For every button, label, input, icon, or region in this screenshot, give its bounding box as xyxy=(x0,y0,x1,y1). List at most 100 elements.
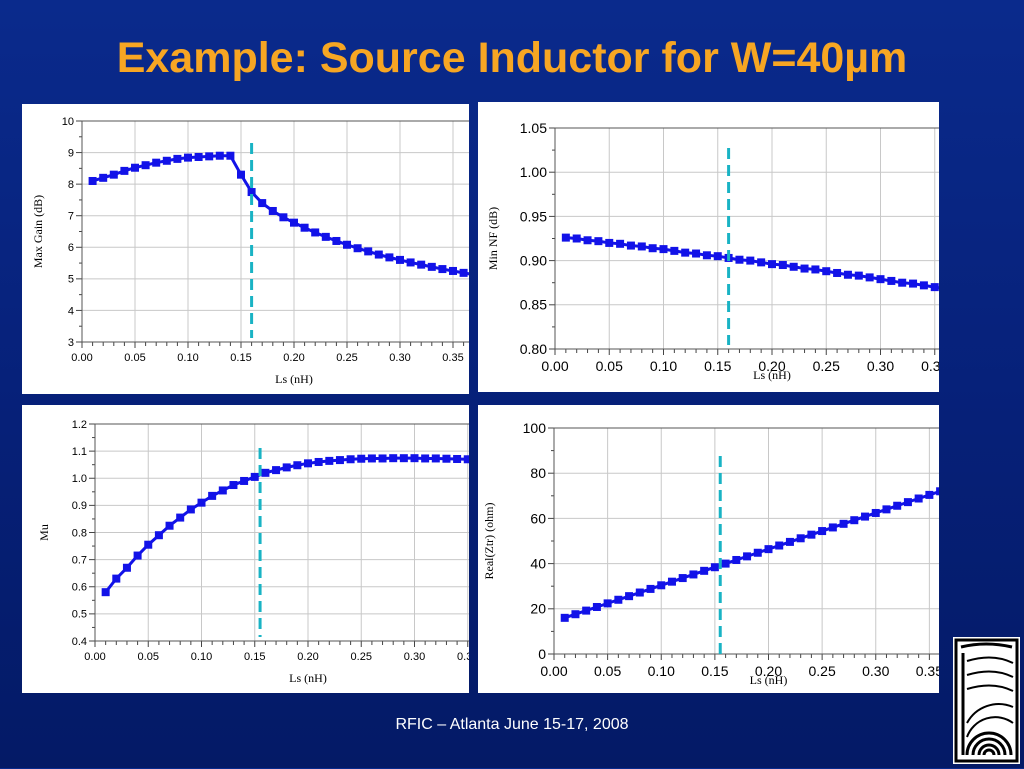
data-point xyxy=(689,570,698,579)
data-point xyxy=(385,253,394,262)
x-tick-label: 0.05 xyxy=(138,651,159,663)
slide-title: Example: Source Inductor for W=40µm xyxy=(116,34,908,82)
data-point xyxy=(406,258,415,267)
data-point xyxy=(378,454,387,463)
y-tick-label: 0.90 xyxy=(520,253,547,269)
data-point xyxy=(800,264,809,273)
data-point xyxy=(936,487,939,496)
data-point xyxy=(346,455,355,464)
x-tick-label: 0.30 xyxy=(867,358,894,374)
y-tick-label: 1.2 xyxy=(72,419,87,431)
data-point xyxy=(843,270,852,279)
data-point xyxy=(293,461,302,470)
x-tick-label: 0.20 xyxy=(297,651,318,663)
x-axis-label: Ls (nH) xyxy=(275,372,313,386)
y-tick-label: 60 xyxy=(530,510,546,526)
data-point xyxy=(279,213,288,222)
data-point xyxy=(194,152,203,161)
y-tick-label: 100 xyxy=(523,420,547,436)
data-point xyxy=(605,238,614,247)
x-tick-label: 0.35 xyxy=(916,663,939,679)
data-point xyxy=(692,249,701,258)
x-tick-label: 0.15 xyxy=(701,663,728,679)
data-point xyxy=(453,454,462,463)
x-tick-label: 0.35 xyxy=(457,651,469,663)
x-tick-label: 0.00 xyxy=(71,352,92,364)
plot-frame xyxy=(81,120,469,343)
series-line xyxy=(564,490,939,620)
x-tick-label: 0.20 xyxy=(758,358,785,374)
y-tick-label: 1.00 xyxy=(520,164,547,180)
data-point xyxy=(919,281,928,290)
data-point xyxy=(237,170,245,179)
data-point xyxy=(871,508,880,517)
y-tick-label: 1.05 xyxy=(520,120,547,136)
y-tick-label: 6 xyxy=(68,242,74,254)
data-point xyxy=(930,283,939,292)
data-point xyxy=(702,251,711,260)
data-point xyxy=(893,501,902,510)
y-axis-label: Min NF (dB) xyxy=(486,207,500,270)
data-point xyxy=(571,610,580,619)
y-axis-label: Max Gain (dB) xyxy=(31,195,45,268)
data-point xyxy=(131,163,139,172)
y-tick-label: 0.7 xyxy=(72,554,87,566)
data-point xyxy=(616,239,625,248)
data-point xyxy=(431,454,440,463)
data-point xyxy=(789,262,798,271)
x-tick-label: 0.15 xyxy=(704,358,731,374)
x-axis-label: Ls (nH) xyxy=(753,368,791,382)
x-tick-label: 0.10 xyxy=(648,663,675,679)
data-point xyxy=(572,234,581,243)
footer-text: RFIC – Atlanta June 15-17, 2008 xyxy=(395,716,629,733)
real-ztr-chart: 0.000.050.100.150.200.250.300.350.400204… xyxy=(482,420,939,687)
data-point xyxy=(101,588,110,597)
mu-chart: 0.000.050.100.150.200.250.300.350.400.40… xyxy=(37,419,469,685)
data-point xyxy=(133,551,142,560)
data-point xyxy=(165,521,174,530)
data-point xyxy=(282,463,291,472)
x-tick-label: 0.00 xyxy=(541,358,568,374)
y-tick-label: 0.95 xyxy=(520,208,547,224)
data-point xyxy=(109,170,118,179)
data-point xyxy=(560,613,569,622)
data-point xyxy=(410,454,419,463)
min-nf-chart-panel: 0.000.050.100.150.200.250.300.350.400.80… xyxy=(478,102,939,392)
data-point xyxy=(876,275,885,284)
data-point xyxy=(120,166,129,175)
y-tick-label: 0.9 xyxy=(72,500,87,512)
data-point xyxy=(258,199,267,208)
data-point xyxy=(854,271,863,280)
data-point xyxy=(561,233,570,242)
data-point xyxy=(261,468,270,477)
x-tick-label: 0.25 xyxy=(813,358,840,374)
data-point xyxy=(325,456,334,465)
y-tick-label: 1.0 xyxy=(72,473,87,485)
data-point xyxy=(343,240,351,249)
data-point xyxy=(396,255,404,264)
x-tick-label: 0.25 xyxy=(351,651,372,663)
data-point xyxy=(272,466,281,475)
data-point xyxy=(229,481,238,490)
data-point xyxy=(614,595,623,604)
data-point xyxy=(208,491,217,500)
x-axis-label: Ls (nH) xyxy=(289,671,327,685)
y-tick-label: 0.80 xyxy=(520,341,547,357)
data-point xyxy=(743,552,752,561)
data-point xyxy=(144,540,153,549)
data-point xyxy=(176,513,185,522)
data-point xyxy=(785,537,794,546)
data-point xyxy=(152,158,161,167)
data-point xyxy=(768,260,776,269)
data-point xyxy=(764,545,773,554)
data-point xyxy=(603,599,612,608)
data-point xyxy=(162,156,171,165)
x-tick-label: 0.25 xyxy=(336,352,357,364)
data-point xyxy=(592,602,601,611)
data-point xyxy=(421,454,430,463)
data-point xyxy=(887,276,896,285)
x-tick-label: 0.10 xyxy=(650,358,677,374)
data-point xyxy=(681,248,690,257)
data-point xyxy=(240,476,249,485)
data-point xyxy=(290,218,298,227)
